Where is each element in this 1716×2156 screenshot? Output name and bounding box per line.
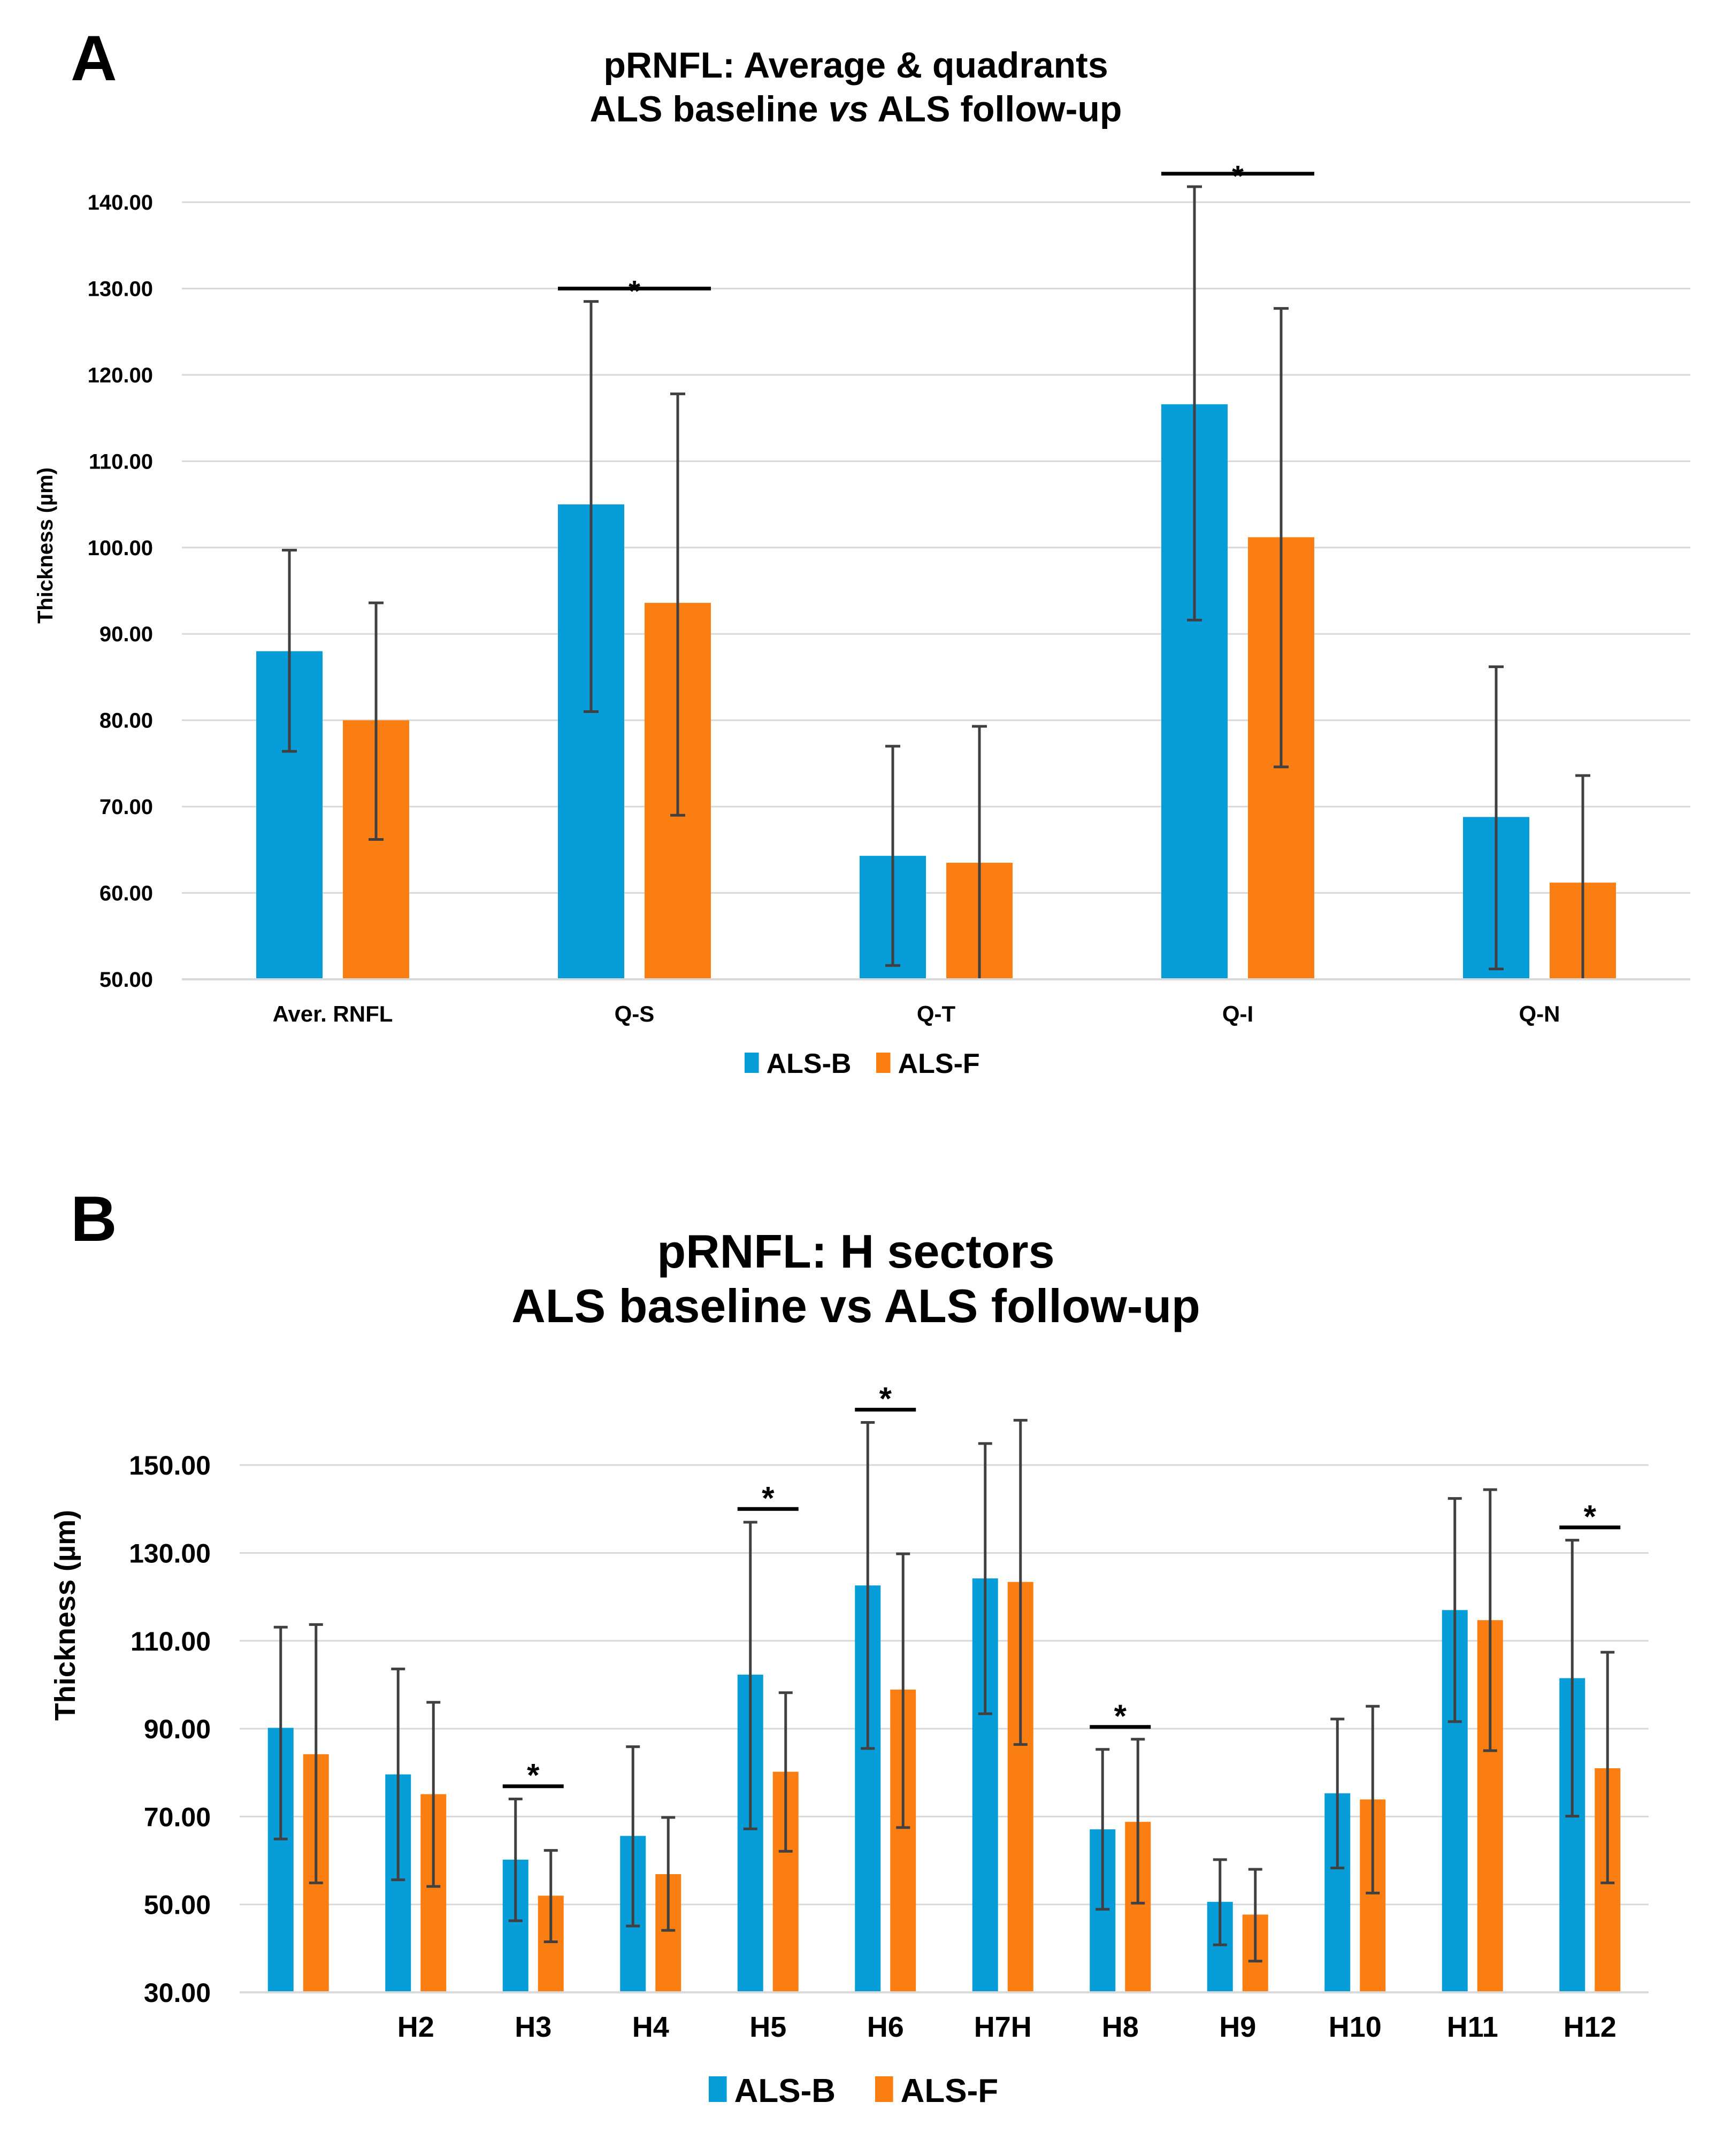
y-tick-label: 130.00 [88,277,153,301]
x-tick-label: H7H [974,2011,1032,2043]
y-tick-label: 130.00 [129,1538,211,1568]
x-tick-label: Q-N [1519,1001,1560,1026]
x-tick-label: Q-I [1222,1001,1253,1026]
x-tick-label: H3 [515,2011,551,2043]
legend: ALS-B ALS-F [709,2073,998,2109]
significance-star: * [1232,159,1244,193]
legend-label-als-f: ALS-F [898,1048,980,1079]
legend-swatch-als-f [876,1053,891,1073]
y-tick-label: 30.00 [144,1978,211,2008]
y-axis-label: Thickness (µm) [34,467,57,624]
legend-swatch-als-b [745,1053,759,1073]
legend: ALS-B ALS-F [745,1048,980,1079]
y-tick-label: 50.00 [99,968,153,992]
y-tick-label: 100.00 [88,536,153,560]
y-tick-label: 110.00 [131,1626,211,1656]
legend-label-als-f: ALS-F [901,2073,999,2109]
significance-star: * [1114,1698,1127,1734]
significance-star: * [762,1480,775,1516]
significance-star: * [527,1758,540,1793]
y-axis-label: Thickness (µm) [49,1510,81,1721]
x-tick-label: H8 [1102,2011,1139,2043]
legend-label-als-b: ALS-B [767,1048,852,1079]
chart-title-line: ALS baseline vs ALS follow-up [511,1279,1200,1332]
y-tick-label: 70.00 [144,1802,211,1832]
y-tick-label: 120.00 [88,364,153,387]
x-tick-label: H6 [867,2011,904,2043]
x-tick-label: Q-T [917,1001,956,1026]
panel-letter: B [71,1183,117,1255]
y-tick-label: 50.00 [144,1890,211,1920]
x-tick-label: H11 [1447,2011,1498,2043]
significance-star: * [629,274,640,308]
significance-star: * [1584,1499,1597,1534]
chart-title-line: pRNFL: Average & quadrants [603,45,1108,86]
x-tick-label: Aver. RNFL [273,1001,393,1026]
y-tick-label: 140.00 [88,191,153,214]
y-tick-label: 90.00 [99,623,153,646]
x-tick-label: H2 [397,2011,434,2043]
y-tick-label: 110.00 [89,450,153,473]
x-tick-label: Q-S [615,1001,655,1026]
y-tick-label: 80.00 [99,709,153,733]
x-tick-label: H10 [1329,2011,1382,2043]
x-tick-label: H12 [1564,2011,1617,2043]
chart-title-line: ALS baseline vs ALS follow-up [590,89,1122,129]
y-tick-label: 60.00 [99,882,153,906]
y-tick-label: 90.00 [144,1714,211,1744]
legend-swatch-als-b [709,2076,727,2102]
panel-letter: A [71,22,117,94]
y-tick-label: 150.00 [129,1451,211,1480]
legend-label-als-b: ALS-B [734,2073,836,2109]
chart-title-line: pRNFL: H sectors [657,1225,1054,1278]
x-tick-label: H4 [632,2011,669,2043]
x-tick-label: H5 [749,2011,786,2043]
legend-swatch-als-f [875,2076,893,2102]
x-tick-label: H9 [1219,2011,1256,2043]
y-tick-label: 70.00 [99,795,153,819]
significance-star: * [879,1381,892,1417]
